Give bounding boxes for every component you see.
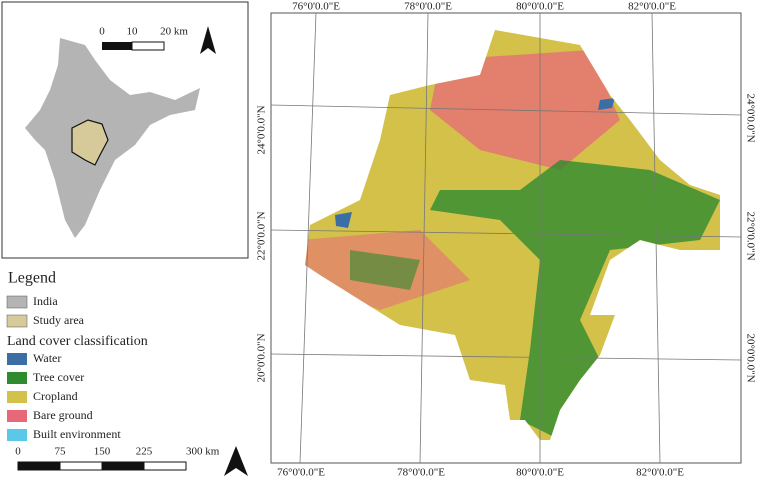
water-area <box>598 98 615 110</box>
legend-swatch <box>7 353 27 365</box>
lon-label: 78°0'0.0"E <box>397 467 445 479</box>
legend-label: Built environment <box>33 427 121 441</box>
legend-swatch <box>7 429 27 441</box>
lon-label: 80°0'0.0"E <box>516 467 564 479</box>
tree-cover-area <box>430 160 720 440</box>
lat-label: 24°0'0.0"N <box>256 105 268 154</box>
legend-swatch <box>7 391 27 403</box>
graticule-line <box>299 12 317 464</box>
graticule-line <box>270 229 742 238</box>
lon-label: 76°0'0.0"E <box>292 1 340 13</box>
scale-segment <box>143 461 187 471</box>
graticule-line <box>270 353 742 361</box>
scale-segment <box>101 461 145 471</box>
lon-label: 82°0'0.0"E <box>628 1 676 13</box>
legend-section-title: Land cover classification <box>7 334 148 349</box>
inset-scale-label: 10 <box>127 26 139 38</box>
scale-segment <box>59 461 103 471</box>
legend-label: Tree cover <box>33 370 84 384</box>
legend-label: Water <box>33 351 61 365</box>
inset-scale-label: 0 <box>99 26 105 38</box>
scale-label: 225 <box>136 446 153 458</box>
lon-label: 76°0'0.0"E <box>277 467 325 479</box>
scale-segment <box>17 461 61 471</box>
scale-label: 300 km <box>186 446 220 458</box>
lat-label: 22°0'0.0"N <box>744 211 756 260</box>
graticule <box>270 12 742 464</box>
legend-swatch <box>6 295 28 309</box>
legend-swatch <box>7 372 27 384</box>
lat-label: 22°0'0.0"N <box>256 211 268 260</box>
lon-label: 78°0'0.0"E <box>404 1 452 13</box>
scale-label: 75 <box>55 446 67 458</box>
lat-label: 20°0'0.0"N <box>256 333 268 382</box>
scale-label: 0 <box>15 446 21 458</box>
bare-ground-area <box>430 50 620 170</box>
study-area-shape <box>71 119 109 166</box>
north-arrow <box>224 446 248 476</box>
north-arrow <box>200 26 216 54</box>
lon-label: 80°0'0.0"E <box>516 1 564 13</box>
graticule-line <box>270 104 742 116</box>
legend-swatch <box>6 314 28 328</box>
lat-label: 24°0'0.0"N <box>744 93 756 142</box>
tree-cover-area <box>350 250 420 290</box>
legend-label: India <box>33 294 58 308</box>
legend-label: Cropland <box>33 389 78 403</box>
graticule-line <box>651 12 661 464</box>
lat-label: 20°0'0.0"N <box>744 333 756 382</box>
inset-scale-label: 20 km <box>160 26 188 38</box>
inset-scale <box>131 41 165 51</box>
inset-scale <box>102 42 132 50</box>
india-shape <box>25 38 200 238</box>
legend-label: Bare ground <box>33 408 93 422</box>
lon-label: 82°0'0.0"E <box>636 467 684 479</box>
legend-title: Legend <box>8 270 56 287</box>
legend-label: Study area <box>33 313 85 327</box>
scale-label: 150 <box>94 446 111 458</box>
graticule-line <box>419 12 429 464</box>
water-area <box>335 212 352 228</box>
legend-swatch <box>7 410 27 422</box>
